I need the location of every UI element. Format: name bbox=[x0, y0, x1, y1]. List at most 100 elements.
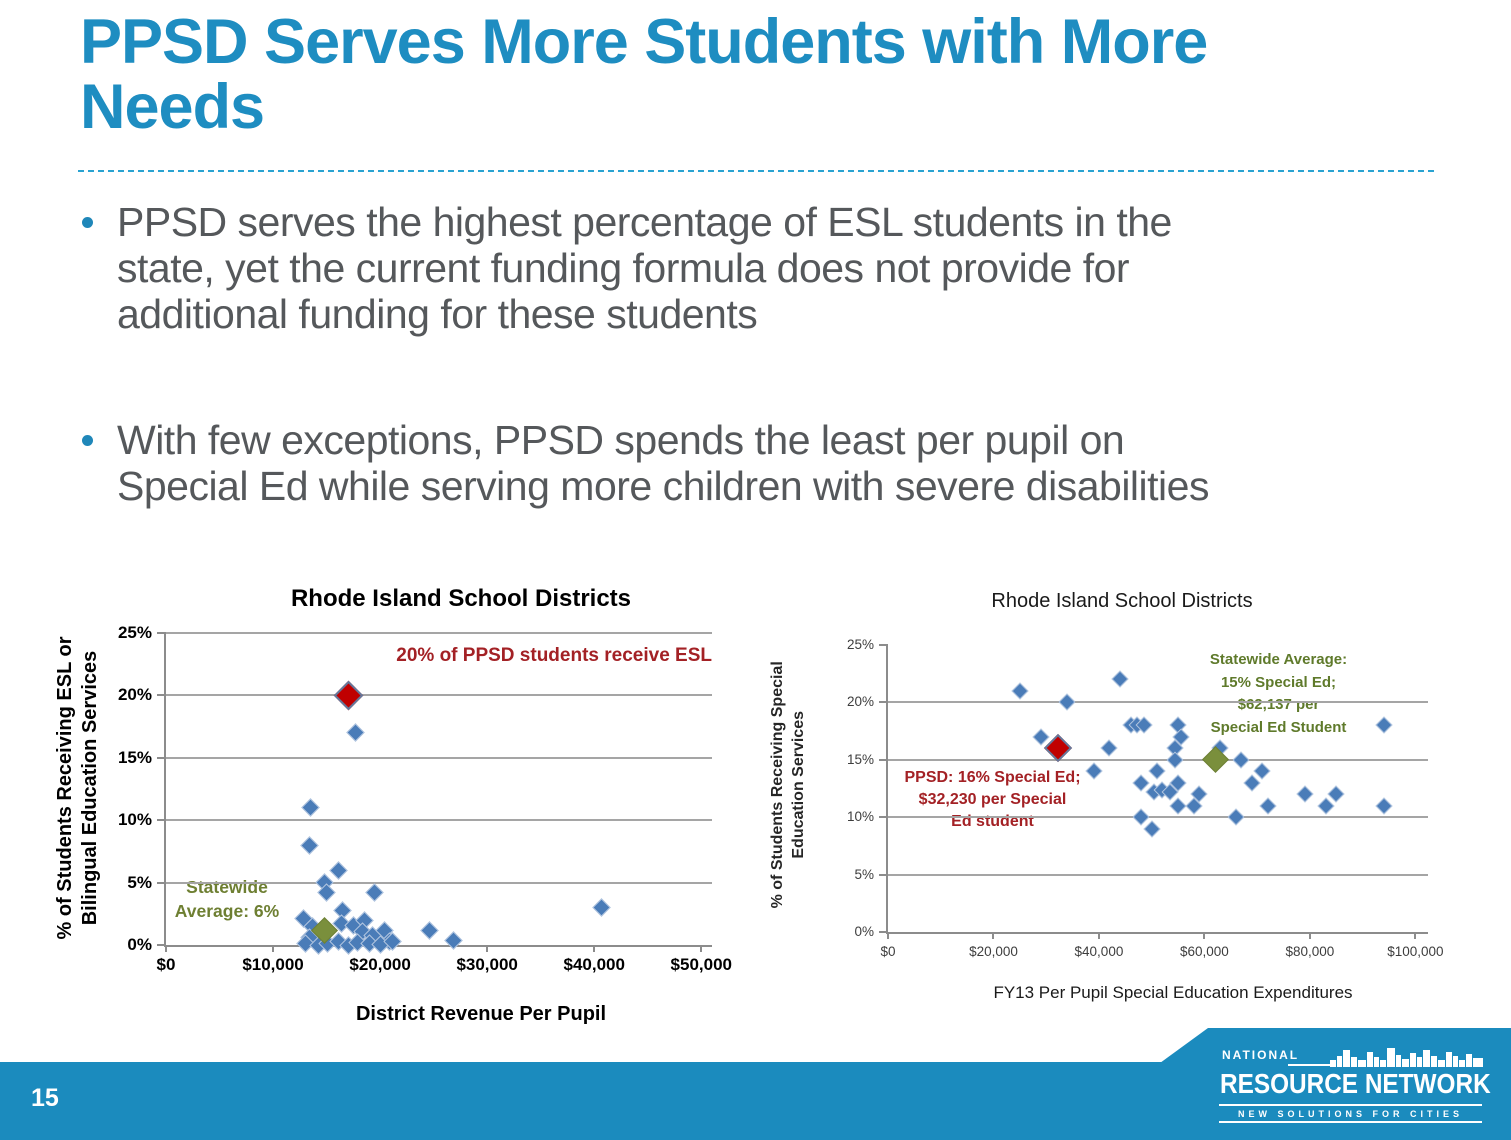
data-point-districts bbox=[301, 798, 320, 817]
chart-esl-scatter: Rhode Island School Districts % of Stude… bbox=[40, 585, 740, 1045]
bullet-2-line-2: Special Ed while serving more children w… bbox=[117, 462, 1209, 509]
bullet-1-line-2: state, yet the current funding formula d… bbox=[117, 244, 1130, 291]
y-tick-label: 25% bbox=[846, 637, 874, 652]
y-axis-title-line-2: Bilingual Education Services bbox=[79, 650, 101, 926]
chart-sped-scatter: Rhode Island School Districts % of Stude… bbox=[760, 585, 1511, 1040]
bullet-item-2: With few exceptions, PPSD spends the lea… bbox=[82, 417, 1472, 510]
data-point-districts bbox=[1296, 785, 1314, 803]
annotation-statewide-line-4: Special Ed Student bbox=[1210, 718, 1347, 736]
city-skyline-icon bbox=[1330, 1048, 1483, 1067]
data-point-districts bbox=[1243, 774, 1261, 792]
y-tick bbox=[879, 758, 888, 761]
annotation-statewide-line-2: 15% Special Ed; bbox=[1220, 673, 1337, 691]
x-tick bbox=[486, 945, 489, 952]
data-point-districts bbox=[365, 883, 384, 902]
x-tick bbox=[887, 932, 889, 939]
data-point-districts bbox=[1259, 797, 1277, 815]
y-axis-title-line-1: % of Students Receiving ESL or bbox=[54, 636, 76, 940]
y-tick-label: 10% bbox=[117, 810, 152, 830]
data-point-districts bbox=[300, 835, 319, 855]
y-axis-line bbox=[886, 645, 888, 934]
logo-tagline: NEW SOLUTIONS FOR CITIES bbox=[1219, 1104, 1482, 1123]
y-tick bbox=[879, 644, 888, 646]
data-point-districts bbox=[1058, 693, 1076, 711]
data-point-districts bbox=[592, 898, 611, 917]
y-tick-label: 5% bbox=[127, 872, 152, 892]
bullet-1-line-3: additional funding for these students bbox=[117, 290, 758, 337]
data-point-districts bbox=[1111, 670, 1129, 688]
data-point-districts bbox=[1032, 728, 1050, 746]
x-axis-line bbox=[886, 932, 1428, 934]
x-tick-label: $0 bbox=[880, 944, 896, 959]
bullet-text-1: PPSD serves the highest percentage of ES… bbox=[117, 199, 1172, 338]
y-tick bbox=[157, 881, 166, 884]
y-axis-line bbox=[164, 633, 166, 947]
y-tick bbox=[157, 756, 166, 759]
y-tick-label: 20% bbox=[117, 685, 152, 705]
annotation-ppsd-sped: PPSD: 16% Special Ed; $32,230 per Specia… bbox=[900, 767, 1085, 833]
page-number: 15 bbox=[31, 1084, 59, 1112]
x-tick bbox=[165, 945, 167, 952]
x-tick bbox=[992, 932, 995, 939]
gridline bbox=[166, 756, 712, 759]
bullet-item-1: PPSD serves the highest percentage of ES… bbox=[82, 199, 1472, 338]
annotation-statewide-sped: Statewide Average: 15% Special Ed; $62,1… bbox=[1201, 649, 1356, 739]
annotation-ppsd-line-3: Ed student bbox=[951, 813, 1034, 830]
data-point-districts bbox=[1375, 716, 1393, 734]
data-point-districts bbox=[1100, 739, 1118, 757]
data-point-ppsd bbox=[333, 680, 363, 711]
y-tick-label: 5% bbox=[854, 866, 874, 882]
data-point-districts bbox=[346, 723, 365, 743]
data-point-districts bbox=[329, 860, 348, 880]
data-point-districts bbox=[420, 920, 439, 940]
y-tick-label: 10% bbox=[846, 809, 874, 825]
y-axis-title-line-2: Education Services bbox=[790, 710, 807, 859]
bullet-2-line-1: With few exceptions, PPSD spends the lea… bbox=[117, 417, 1125, 463]
data-point-districts bbox=[1169, 797, 1187, 815]
logo-divider-line bbox=[1288, 1064, 1335, 1066]
gridline bbox=[888, 758, 1428, 761]
data-point-districts bbox=[1143, 820, 1161, 838]
x-tick-label: $40,000 bbox=[1074, 944, 1124, 959]
annotation-ppsd-esl: 20% of PPSD students receive ESL bbox=[396, 645, 712, 666]
data-point-districts bbox=[1375, 797, 1393, 815]
data-point-districts bbox=[1327, 785, 1345, 803]
bullet-dot-icon bbox=[82, 217, 93, 228]
y-tick bbox=[157, 944, 166, 946]
y-tick-label: 15% bbox=[846, 751, 874, 767]
y-tick bbox=[879, 816, 888, 819]
y-axis-title: % of Students Receiving Special Educatio… bbox=[768, 620, 810, 950]
gridline bbox=[166, 819, 712, 822]
bullet-1-line-1: PPSD serves the highest percentage of ES… bbox=[117, 199, 1172, 245]
x-tick-label: $10,000 bbox=[242, 955, 304, 974]
data-point-districts bbox=[1317, 797, 1335, 815]
annotation-statewide-line-1: Statewide bbox=[186, 877, 268, 897]
annotation-ppsd-line-1: PPSD: 16% Special Ed; bbox=[904, 769, 1081, 786]
data-point-districts bbox=[1132, 808, 1150, 826]
x-tick-label: $100,000 bbox=[1387, 944, 1444, 959]
gridline bbox=[166, 881, 712, 884]
data-point-districts bbox=[1085, 762, 1103, 780]
gridline bbox=[888, 873, 1428, 876]
y-tick bbox=[879, 873, 888, 876]
gridline bbox=[888, 816, 1428, 819]
x-tick bbox=[593, 945, 596, 952]
x-tick bbox=[272, 945, 275, 952]
y-tick-label: 0% bbox=[127, 935, 152, 954]
data-point-districts bbox=[1232, 751, 1250, 769]
page-title: PPSD Serves More Students with More Need… bbox=[80, 10, 1460, 140]
bullet-text-2: With few exceptions, PPSD spends the lea… bbox=[117, 417, 1209, 510]
annotation-statewide-line-1: Statewide Average: bbox=[1209, 651, 1348, 668]
y-tick bbox=[879, 931, 888, 933]
x-tick-label: $0 bbox=[156, 955, 176, 974]
y-tick bbox=[157, 632, 166, 634]
y-tick-label: 20% bbox=[846, 694, 874, 710]
x-tick-label: $40,000 bbox=[563, 955, 625, 974]
x-tick-label: $50,000 bbox=[670, 955, 732, 974]
resource-network-logo: NATIONAL RESOURCE NETWORK NEW SOLUTIONS … bbox=[1160, 1028, 1511, 1140]
page-title-line-1: PPSD Serves More Students with More bbox=[80, 7, 1208, 77]
data-point-districts bbox=[1166, 751, 1184, 769]
x-tick-label: $80,000 bbox=[1285, 944, 1335, 959]
chart-title: Rhode Island School Districts bbox=[991, 590, 1253, 612]
